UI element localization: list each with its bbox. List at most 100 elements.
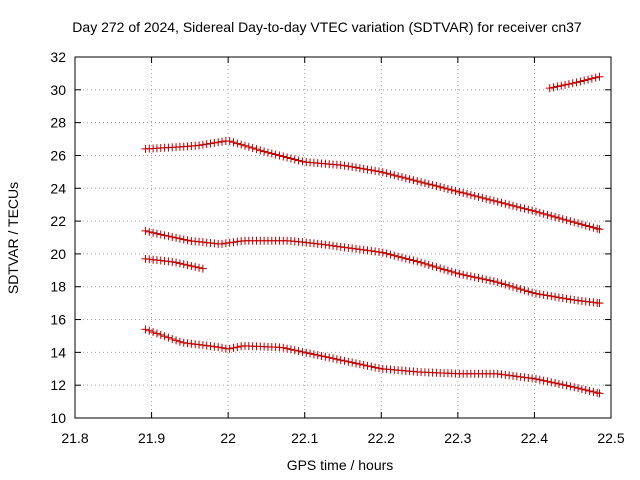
data-point	[543, 291, 552, 300]
x-tick-label: 21.9	[138, 430, 165, 446]
grid-lines	[75, 57, 611, 418]
data-point	[512, 284, 521, 293]
data-point	[463, 271, 472, 280]
data-point	[486, 276, 495, 285]
data-point	[325, 241, 334, 250]
x-tick-label: 22.2	[368, 430, 395, 446]
data-point	[386, 250, 395, 259]
data-point	[595, 389, 604, 398]
data-point	[580, 76, 589, 85]
data-point	[164, 333, 173, 342]
data-point	[428, 181, 437, 190]
data-point	[329, 354, 338, 363]
data-point	[424, 260, 433, 269]
data-point	[474, 274, 483, 283]
data-point	[175, 234, 184, 243]
data-point	[581, 221, 590, 230]
data-point	[436, 264, 445, 273]
data-point	[164, 232, 173, 241]
data-point	[229, 138, 238, 147]
data-point	[206, 139, 215, 148]
data-point	[432, 182, 441, 191]
y-tick-labels: 10 12 14 16 18 20 22 24 26 28 30 32	[50, 49, 66, 426]
data-point	[551, 292, 560, 301]
data-point	[175, 259, 184, 268]
x-tick-label: 22.5	[597, 430, 624, 446]
data-point	[482, 194, 491, 203]
data-point	[524, 205, 533, 214]
data-point	[432, 263, 441, 272]
data-point	[478, 193, 487, 202]
data-point	[221, 239, 230, 248]
data-point	[248, 144, 257, 153]
data-point	[283, 344, 292, 353]
data-point	[286, 345, 295, 354]
data-point	[237, 140, 246, 149]
data-point	[428, 262, 437, 271]
data-point	[187, 262, 196, 271]
data-point	[352, 163, 361, 172]
data-point	[156, 330, 165, 339]
y-tick-label: 32	[50, 49, 66, 65]
y-tick-label: 20	[50, 246, 66, 262]
data-point	[570, 218, 579, 227]
data-point	[561, 80, 570, 89]
data-point	[172, 233, 181, 242]
data-point	[413, 177, 422, 186]
data-point	[566, 382, 575, 391]
data-point	[145, 326, 154, 335]
data-point	[557, 81, 566, 90]
data-point	[447, 185, 456, 194]
data-point	[382, 249, 391, 258]
y-tick-label: 26	[50, 147, 66, 163]
data-point	[562, 216, 571, 225]
data-point	[359, 164, 368, 173]
x-tick-label: 22	[220, 430, 236, 446]
data-point	[160, 332, 169, 341]
data-point	[516, 285, 525, 294]
data-point	[420, 259, 429, 268]
data-point	[306, 349, 315, 358]
data-point	[172, 258, 181, 267]
data-point	[340, 356, 349, 365]
data-point	[283, 153, 292, 162]
data-point	[570, 383, 579, 392]
data-point	[451, 268, 460, 277]
data-point	[202, 140, 211, 149]
x-tick-labels: 21.8 21.9 22 22.1 22.2 22.3 22.4 22.5	[61, 430, 624, 446]
data-point	[591, 73, 600, 82]
data-point	[443, 184, 452, 193]
data-point	[549, 83, 558, 92]
data-point	[394, 252, 403, 261]
data-point	[290, 346, 299, 355]
data-point	[210, 138, 219, 147]
data-point	[359, 360, 368, 369]
data-point	[440, 184, 449, 193]
data-point	[179, 235, 188, 244]
data-point	[225, 344, 234, 353]
data-point	[309, 350, 318, 359]
data-point	[321, 240, 330, 249]
data-point	[455, 187, 464, 196]
data-marks	[141, 72, 604, 398]
data-point	[286, 154, 295, 163]
data-point	[501, 280, 510, 289]
data-point	[179, 260, 188, 269]
data-point	[409, 256, 418, 265]
data-point	[566, 295, 575, 304]
data-point	[424, 180, 433, 189]
data-point	[539, 290, 548, 299]
data-point	[233, 237, 242, 246]
x-axis-label: GPS time / hours	[287, 457, 394, 473]
data-point	[233, 343, 242, 352]
data-point	[367, 246, 376, 255]
data-point	[367, 166, 376, 175]
data-point	[401, 254, 410, 263]
x-tick-label: 21.8	[61, 430, 88, 446]
data-point	[214, 138, 223, 147]
data-point	[535, 375, 544, 384]
data-point	[451, 186, 460, 195]
data-point	[363, 246, 372, 255]
data-point	[489, 196, 498, 205]
y-tick-label: 22	[50, 213, 66, 229]
